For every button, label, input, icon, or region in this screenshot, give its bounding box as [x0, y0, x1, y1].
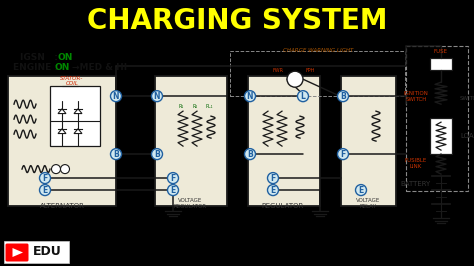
Circle shape [267, 173, 279, 184]
Text: B: B [154, 149, 160, 159]
Text: REGULATOR: REGULATOR [262, 203, 304, 209]
Circle shape [267, 185, 279, 196]
Text: N: N [247, 92, 253, 101]
Text: FWR: FWR [273, 68, 283, 73]
Text: B: B [340, 92, 346, 101]
Circle shape [356, 185, 366, 196]
Circle shape [61, 165, 70, 174]
Circle shape [152, 149, 163, 160]
Polygon shape [58, 109, 66, 114]
Circle shape [167, 173, 179, 184]
Text: CHARGING SYSTEM: CHARGING SYSTEM [87, 7, 387, 35]
Text: ON: ON [58, 53, 73, 62]
Text: VOLTAGE
RELAY: VOLTAGE RELAY [356, 198, 380, 209]
Text: LOAD: LOAD [460, 133, 474, 139]
Bar [155, 76, 227, 206]
Circle shape [287, 71, 303, 87]
Text: VOLTAGE
REGULATOR: VOLTAGE REGULATOR [173, 198, 207, 209]
Text: E: E [42, 186, 47, 194]
Circle shape [39, 185, 51, 196]
Text: E: E [270, 186, 275, 194]
Bar [4, 241, 69, 263]
Circle shape [110, 149, 121, 160]
Polygon shape [74, 129, 82, 134]
Bar [406, 46, 468, 191]
Text: F: F [42, 174, 47, 182]
Circle shape [110, 91, 121, 102]
Text: STATOR-: STATOR- [60, 76, 84, 81]
Text: F: F [270, 174, 275, 182]
Circle shape [337, 149, 348, 160]
Text: →MED & HI: →MED & HI [72, 63, 127, 72]
Bar [430, 118, 452, 154]
Text: FUSIBLE
LINK: FUSIBLE LINK [405, 158, 427, 169]
Text: B: B [113, 149, 119, 159]
Text: N: N [154, 92, 160, 101]
Circle shape [337, 91, 348, 102]
Text: FPH: FPH [305, 68, 315, 73]
Text: F: F [170, 174, 176, 182]
Text: ALTERNATOR: ALTERNATOR [39, 203, 84, 209]
Bar [341, 76, 396, 206]
Text: ENGINE :: ENGINE : [13, 63, 61, 72]
Circle shape [167, 185, 179, 196]
Circle shape [152, 91, 163, 102]
Bar [430, 58, 452, 70]
Bar [50, 86, 100, 146]
Text: PL₁: PL₁ [205, 104, 213, 109]
Circle shape [52, 165, 61, 174]
Text: EDU: EDU [33, 245, 62, 258]
Polygon shape [74, 109, 82, 114]
Circle shape [39, 173, 51, 184]
Text: ON: ON [55, 63, 70, 72]
Text: SWITCH: SWITCH [460, 96, 474, 101]
Text: L: L [301, 92, 305, 101]
Polygon shape [58, 129, 66, 134]
Text: R₂: R₂ [192, 104, 198, 109]
Text: IGSN   :: IGSN : [20, 53, 61, 62]
Text: FUSE: FUSE [434, 49, 448, 54]
Text: E: E [170, 186, 176, 194]
Text: N: N [113, 92, 119, 101]
Text: BATTERY: BATTERY [401, 181, 431, 187]
Text: E: E [358, 186, 364, 194]
Text: B: B [247, 149, 253, 159]
Text: CHARGE WARNING LIGHT: CHARGE WARNING LIGHT [283, 48, 353, 53]
Polygon shape [12, 248, 23, 257]
Bar [230, 51, 405, 96]
Text: IGNITION
SWITCH: IGNITION SWITCH [403, 91, 428, 102]
Bar [248, 76, 320, 206]
Circle shape [245, 149, 255, 160]
Circle shape [298, 91, 309, 102]
FancyBboxPatch shape [6, 244, 28, 261]
Text: COIL: COIL [65, 81, 79, 86]
Circle shape [245, 91, 255, 102]
Text: F: F [340, 149, 346, 159]
Text: R₁: R₁ [178, 104, 183, 109]
Bar [8, 76, 116, 206]
